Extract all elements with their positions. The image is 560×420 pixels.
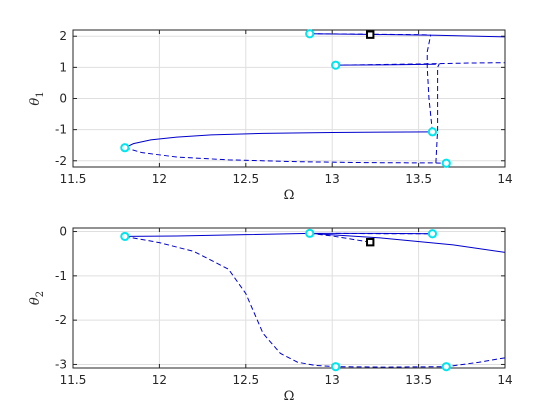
x-tick-label: 11.5 xyxy=(60,373,87,387)
x-axis-label: Ω xyxy=(284,188,295,203)
y-tick-label: -1 xyxy=(55,269,67,283)
square-marker xyxy=(366,30,375,39)
axes-frame xyxy=(72,227,506,369)
series-line-dashed xyxy=(124,147,447,164)
series-line-dashed xyxy=(335,62,505,66)
y-tick-label: -3 xyxy=(55,357,67,371)
y-tick-label: -2 xyxy=(55,313,67,327)
y-tick-label: -2 xyxy=(55,154,67,168)
plot-area xyxy=(73,228,505,368)
bifurcation-point xyxy=(305,29,315,39)
series-line-dashed xyxy=(426,34,433,132)
series-line-dashed xyxy=(309,33,431,36)
y-axis-label: θ1 xyxy=(28,91,46,105)
x-tick-label: 13 xyxy=(325,172,340,186)
x-axis-label: Ω xyxy=(284,389,295,404)
x-tick-label: 11.5 xyxy=(60,172,87,186)
x-tick-label: 12.5 xyxy=(232,373,259,387)
series-line-solid xyxy=(309,232,505,253)
y-axis-label: θ2 xyxy=(28,291,46,305)
bifurcation-point xyxy=(331,60,341,70)
bifurcation-point xyxy=(120,143,130,153)
x-tick-label: 13.5 xyxy=(405,373,432,387)
series-line-dashed xyxy=(435,63,440,163)
series-line-dashed xyxy=(124,235,505,368)
series-line-solid xyxy=(124,131,433,149)
square-marker xyxy=(366,237,375,247)
x-tick-label: 13 xyxy=(325,373,340,387)
x-tick-label: 14 xyxy=(497,172,512,186)
y-tick-label: 0 xyxy=(59,92,67,106)
x-tick-label: 14 xyxy=(497,373,512,387)
series-line-dashed xyxy=(309,232,371,243)
theta1-plot: 11.5 12 12.5 13 13.5 14 2 1 0 -1 -2 Ωθ1 xyxy=(28,29,513,203)
y-tick-label: 1 xyxy=(59,60,67,74)
bifurcation-point xyxy=(441,158,451,168)
y-tick-label: 0 xyxy=(59,225,67,239)
bifurcation-point xyxy=(427,229,438,239)
series-group xyxy=(124,232,505,368)
bifurcation-point xyxy=(427,127,438,137)
x-tick-label: 12 xyxy=(152,373,167,387)
series-group xyxy=(124,33,505,164)
y-tick-label: -1 xyxy=(55,123,67,137)
bifurcation-point xyxy=(305,228,315,238)
x-tick-label: 13.5 xyxy=(405,172,432,186)
bifurcation-point xyxy=(441,362,451,372)
bifurcation-point xyxy=(331,362,341,372)
y-tick-label: 2 xyxy=(59,29,67,43)
theta2-plot: 11.5 12 12.5 13 13.5 14 0 -1 -2 -3 Ωθ2 xyxy=(28,225,513,404)
x-tick-label: 12.5 xyxy=(232,172,259,186)
x-tick-label: 12 xyxy=(152,172,167,186)
bifurcation-point xyxy=(120,231,130,242)
